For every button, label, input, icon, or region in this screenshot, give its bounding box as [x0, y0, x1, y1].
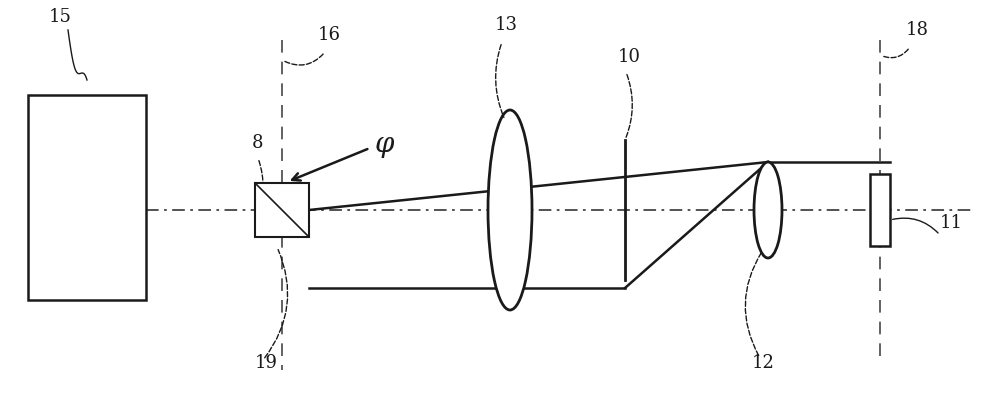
Text: 13: 13	[495, 16, 518, 34]
Bar	[870, 174, 890, 246]
Text: 11: 11	[940, 214, 963, 232]
Text: 18: 18	[906, 21, 929, 39]
Text: 15: 15	[49, 8, 71, 26]
Text: 12: 12	[752, 354, 775, 372]
Ellipse shape	[754, 162, 782, 258]
Bar	[28, 95, 146, 300]
Text: 16: 16	[318, 26, 341, 44]
Text: 8: 8	[252, 134, 264, 152]
Bar	[255, 183, 309, 237]
Text: φ: φ	[375, 131, 394, 158]
Text: 19: 19	[255, 354, 278, 372]
Ellipse shape	[488, 110, 532, 310]
Text: 10: 10	[618, 48, 641, 66]
